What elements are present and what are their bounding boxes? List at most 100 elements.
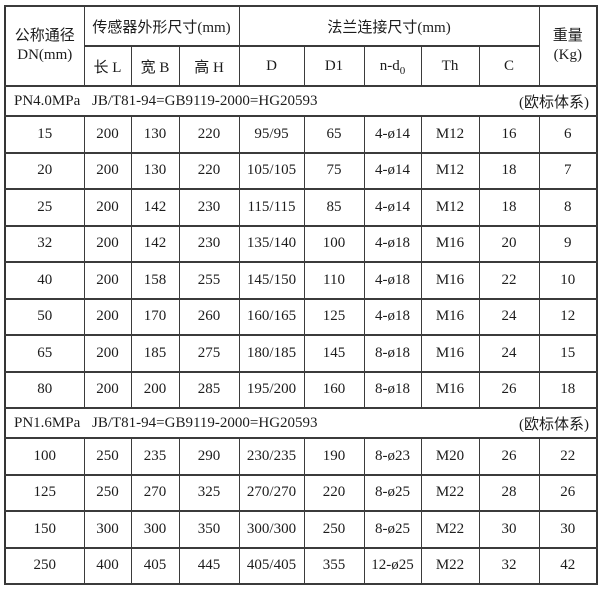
table-cell: 24 (478, 334, 540, 373)
table-cell: 32 (4, 224, 85, 263)
table-cell: 135/140 (238, 224, 305, 263)
table-cell: 26 (478, 370, 540, 409)
table-cell: 145/150 (238, 261, 305, 300)
table-row: 100 250 235 290 230/235 190 8-ø23 M20 26 22 (4, 437, 598, 476)
table-cell: 200 (83, 151, 132, 190)
section-cell: PN1.6MPa JB/T81-94=GB9119-2000=HG20593 (欧标… (4, 407, 598, 439)
table-cell: 400 (83, 546, 132, 585)
table-cell: 18 (478, 188, 540, 227)
table-cell: 355 (303, 546, 365, 585)
table-cell: 200 (83, 370, 132, 409)
table-cell: 7 (538, 151, 598, 190)
table-cell: 95/95 (238, 115, 305, 154)
table-cell: 200 (83, 261, 132, 300)
col-header-height-h: 高 H (178, 45, 240, 87)
table-cell: M16 (420, 224, 480, 263)
table-header: 公称通径 DN(mm) 传感器外形尺寸(mm) 法兰连接尺寸(mm) 重量 (K… (4, 5, 598, 87)
col-header-d1: D1 (303, 45, 365, 87)
table-cell: 130 (130, 151, 180, 190)
col-header-label: 宽 B (140, 59, 170, 76)
table-cell: 6 (538, 115, 598, 154)
table-row: 125 250 270 325 270/270 220 8-ø25 M22 28 26 (4, 473, 598, 512)
table-cell: 325 (178, 473, 240, 512)
table-cell: 4-ø14 (363, 115, 422, 154)
table-cell: 50 (4, 297, 85, 336)
table-cell: 8-ø18 (363, 334, 422, 373)
dn-label-line2: DN(mm) (17, 47, 73, 63)
col-header-th: Th (420, 45, 480, 87)
table-cell: M22 (420, 473, 480, 512)
table-cell: 405 (130, 546, 180, 585)
table-cell: 300/300 (238, 510, 305, 549)
table-cell: 22 (478, 261, 540, 300)
table-cell: 230/235 (238, 437, 305, 476)
table-cell: 12 (538, 297, 598, 336)
weight-label-line2: (Kg) (553, 47, 582, 63)
table-cell: M16 (420, 334, 480, 373)
table-cell: 85 (303, 188, 365, 227)
standard-label: JB/T81-94=GB9119-2000=HG20593 (92, 414, 318, 431)
table-row: 50 200 170 260 160/165 125 4-ø18 M16 24 12 (4, 297, 598, 336)
col-header-label: 高 H (194, 59, 224, 76)
table-cell: 250 (83, 437, 132, 476)
table-cell: 200 (83, 115, 132, 154)
table-cell: 8-ø25 (363, 510, 422, 549)
table-cell: 65 (303, 115, 365, 154)
table-cell: 230 (178, 224, 240, 263)
table-cell: 12-ø25 (363, 546, 422, 585)
section-cell: PN4.0MPa JB/T81-94=GB9119-2000=HG20593 (欧标… (4, 85, 598, 117)
table-cell: 40 (4, 261, 85, 300)
table-cell: 150 (4, 510, 85, 549)
table-cell: 115/115 (238, 188, 305, 227)
table-row: 150 300 300 350 300/300 250 8-ø25 M22 30 30 (4, 510, 598, 549)
table-cell: 255 (178, 261, 240, 300)
table-cell: 4-ø18 (363, 224, 422, 263)
table-cell: 100 (303, 224, 365, 263)
table-cell: 180/185 (238, 334, 305, 373)
table-cell: 235 (130, 437, 180, 476)
table-cell: 24 (478, 297, 540, 336)
table-cell: 200 (83, 297, 132, 336)
table-cell: 290 (178, 437, 240, 476)
standard-note-label: (欧标体系) (519, 416, 590, 433)
table-cell: 200 (83, 188, 132, 227)
table-cell: 200 (83, 224, 132, 263)
table-cell: 42 (538, 546, 598, 585)
table-cell: 18 (478, 151, 540, 190)
table-cell: 105/105 (238, 151, 305, 190)
table-cell: 15 (4, 115, 85, 154)
table-cell: 170 (130, 297, 180, 336)
table-cell: 15 (538, 334, 598, 373)
standard-note-label: (欧标体系) (519, 94, 590, 111)
table-cell: 25 (4, 188, 85, 227)
table-cell: 230 (178, 188, 240, 227)
section-inner: PN1.6MPa JB/T81-94=GB9119-2000=HG20593 (欧标… (6, 413, 596, 434)
table-cell: 4-ø18 (363, 261, 422, 300)
col-header-label: n-d (379, 57, 400, 74)
col-header-d: D (238, 45, 305, 87)
table-cell: 142 (130, 224, 180, 263)
table-cell: 9 (538, 224, 598, 263)
table-cell: 250 (303, 510, 365, 549)
table-cell: M20 (420, 437, 480, 476)
pressure-rating-label: PN1.6MPa (14, 414, 81, 431)
table-cell: 4-ø14 (363, 188, 422, 227)
table-cell: 405/405 (238, 546, 305, 585)
table-cell: 195/200 (238, 370, 305, 409)
col-header-label: Th (441, 57, 459, 74)
table-cell: 8 (538, 188, 598, 227)
table-cell: M16 (420, 297, 480, 336)
table-cell: 100 (4, 437, 85, 476)
table-row: 65 200 185 275 180/185 145 8-ø18 M16 24 15 (4, 334, 598, 373)
table-cell: M12 (420, 188, 480, 227)
col-header-label: D (266, 57, 277, 74)
col-group-flange-connection: 法兰连接尺寸(mm) (238, 5, 540, 47)
table-cell: 160/165 (238, 297, 305, 336)
table-cell: 350 (178, 510, 240, 549)
table-cell: 20 (4, 151, 85, 190)
table-cell: 160 (303, 370, 365, 409)
table-cell: 65 (4, 334, 85, 373)
table-cell: 445 (178, 546, 240, 585)
table-cell: 185 (130, 334, 180, 373)
table-cell: 30 (478, 510, 540, 549)
